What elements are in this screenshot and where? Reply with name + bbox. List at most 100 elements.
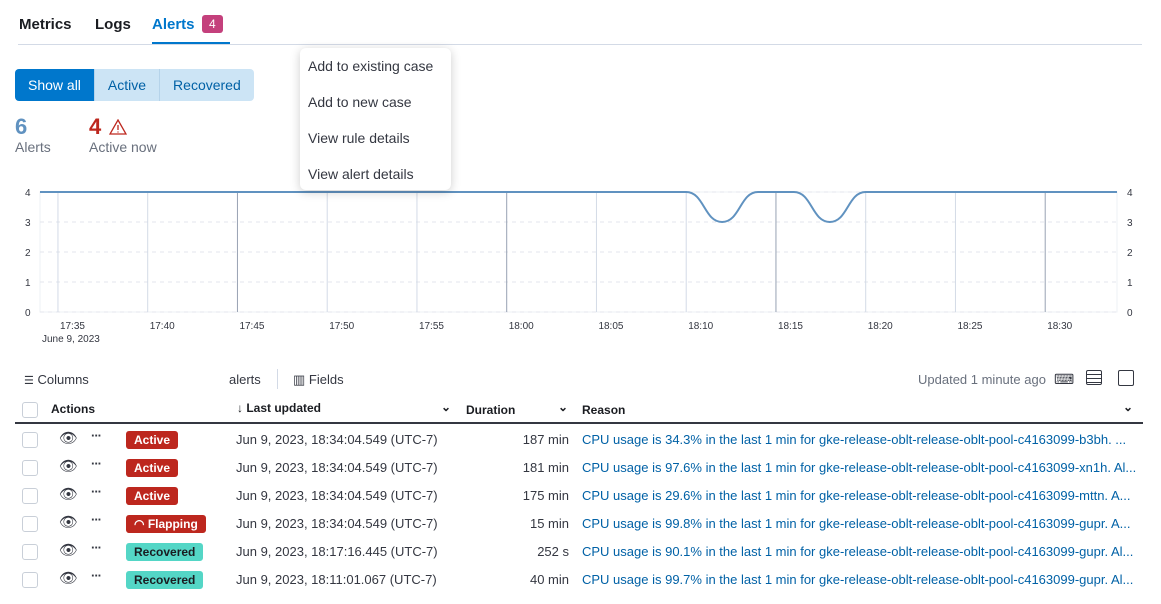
menu-view-alert-details[interactable]: View alert details [308, 166, 414, 182]
selected-alerts-label[interactable]: alerts [229, 372, 261, 387]
more-actions-icon[interactable]: ··· [91, 512, 102, 527]
eye-icon[interactable]: 👁︎ [59, 542, 79, 559]
reason-link[interactable]: CPU usage is 29.6% in the last 1 min for… [582, 488, 1131, 503]
last-updated-cell: Jun 9, 2023, 18:17:16.445 (UTC-7) [236, 544, 438, 559]
table-row: 👁︎ ··· Active Jun 9, 2023, 18:34:04.549 … [15, 454, 1143, 482]
table-row: 👁︎ ··· Recovered Jun 9, 2023, 18:11:01.0… [15, 566, 1143, 594]
duration-cell: 181 min [522, 460, 569, 475]
table-row: 👁︎ ··· ◠ Flapping Jun 9, 2023, 18:34:04.… [15, 510, 1143, 538]
status-badge: Active [126, 431, 179, 449]
reason-link[interactable]: CPU usage is 99.8% in the last 1 min for… [582, 516, 1131, 531]
active-count: 4 [89, 114, 102, 139]
x-tick-label: 18:25 [957, 321, 982, 332]
y-tick-label-right: 1 [1127, 278, 1133, 289]
status-label: Flapping [147, 517, 198, 531]
row-checkbox[interactable] [22, 432, 38, 448]
table-row: 👁︎ ··· Active Jun 9, 2023, 18:34:04.549 … [15, 426, 1143, 454]
x-tick-label: 17:40 [150, 321, 175, 332]
more-actions-icon[interactable]: ··· [91, 540, 102, 555]
show-all-button[interactable]: Show all [15, 69, 94, 101]
fields-label: Fields [308, 372, 344, 387]
reason-link[interactable]: CPU usage is 99.7% in the last 1 min for… [582, 572, 1134, 587]
row-checkbox[interactable] [22, 572, 38, 588]
active-now-label: Active now [89, 139, 157, 155]
more-actions-icon[interactable]: ··· [91, 428, 102, 443]
status-badge: Active [126, 487, 179, 505]
chevron-down-icon[interactable]: ⌄ [558, 400, 569, 414]
active-filter-button[interactable]: Active [93, 69, 160, 101]
duration-cell: 15 min [529, 516, 569, 531]
columns-button[interactable]: ☰ Columns [24, 372, 89, 387]
fields-button[interactable]: ▥ Fields [293, 372, 344, 388]
more-actions-icon[interactable]: ··· [91, 484, 102, 499]
alerts-timeline-chart: 0 0 1 1 2 2 3 3 4 4 17:35 17:40 17:45 17:50 17:55 18:00… [25, 188, 1133, 345]
more-actions-icon[interactable]: ··· [91, 456, 102, 471]
menu-view-rule-details[interactable]: View rule details [308, 130, 410, 146]
eye-icon[interactable]: 👁︎ [59, 486, 79, 503]
alerts-count-badge: 4 [202, 15, 223, 33]
row-checkbox[interactable] [22, 488, 38, 504]
reason-link[interactable]: CPU usage is 34.3% in the last 1 min for… [582, 432, 1127, 447]
y-tick-label-right: 0 [1127, 308, 1133, 319]
x-tick-label: 18:05 [598, 321, 623, 332]
status-filter-group: Show all Active Recovered [15, 69, 254, 101]
chevron-down-icon[interactable]: ⌄ [1123, 400, 1134, 414]
last-updated-cell: Jun 9, 2023, 18:11:01.067 (UTC-7) [236, 572, 437, 587]
eye-icon[interactable]: 👁︎ [59, 514, 79, 531]
last-updated-header[interactable]: ↓ Last updated [237, 401, 321, 415]
row-checkbox[interactable] [22, 460, 38, 476]
y-tick-label-left: 2 [25, 248, 31, 259]
updated-status: Updated 1 minute ago [918, 372, 1046, 387]
status-badge: Active [126, 459, 179, 477]
more-actions-icon[interactable]: ··· [91, 568, 102, 583]
row-checkbox[interactable] [22, 516, 38, 532]
y-tick-label-right: 4 [1127, 188, 1133, 199]
table-header: Actions ↓ Last updated ⌄ Duration ⌄ Reas… [15, 396, 1143, 424]
alert-actions-menu: Add to existing case Add to new case Vie… [300, 48, 451, 190]
tab-alerts[interactable]: Alerts [152, 16, 195, 33]
table-row: 👁︎ ··· Active Jun 9, 2023, 18:34:04.549 … [15, 482, 1143, 510]
status-label: Active [134, 433, 171, 447]
select-all-checkbox[interactable] [22, 402, 38, 418]
reason-link[interactable]: CPU usage is 90.1% in the last 1 min for… [582, 544, 1134, 559]
reason-header[interactable]: Reason [582, 403, 626, 417]
duration-cell: 40 min [529, 572, 569, 587]
sort-desc-icon: ↓ [237, 401, 243, 415]
menu-add-existing-case[interactable]: Add to existing case [308, 58, 434, 74]
status-badge: Recovered [126, 543, 204, 561]
x-tick-label: 17:35 [60, 321, 85, 332]
x-date-label: June 9, 2023 [42, 334, 100, 345]
fullscreen-icon[interactable] [1118, 370, 1134, 386]
duration-header[interactable]: Duration [466, 403, 516, 417]
x-tick-label: 17:45 [239, 321, 264, 332]
y-tick-label-left: 4 [25, 188, 31, 199]
x-tick-label: 18:00 [509, 321, 534, 332]
reason-link[interactable]: CPU usage is 97.6% in the last 1 min for… [582, 460, 1137, 475]
density-icon[interactable] [1086, 370, 1102, 385]
status-label: Recovered [134, 545, 196, 559]
status-label: Active [134, 489, 171, 503]
last-updated-cell: Jun 9, 2023, 18:34:04.549 (UTC-7) [236, 432, 438, 447]
status-badge: ◠ Flapping [126, 515, 206, 533]
y-tick-label-left: 1 [25, 278, 31, 289]
status-label: Recovered [134, 573, 196, 587]
tab-metrics[interactable]: Metrics [19, 16, 72, 33]
row-checkbox[interactable] [22, 544, 38, 560]
x-tick-label: 17:55 [419, 321, 444, 332]
eye-icon[interactable]: 👁︎ [59, 458, 79, 475]
last-updated-cell: Jun 9, 2023, 18:34:04.549 (UTC-7) [236, 516, 438, 531]
list-icon: ☰ [24, 375, 34, 387]
status-badge: Recovered [126, 571, 204, 589]
menu-add-new-case[interactable]: Add to new case [308, 94, 412, 110]
actions-header: Actions [51, 402, 96, 416]
recovered-filter-button[interactable]: Recovered [159, 69, 254, 101]
eye-icon[interactable]: 👁︎ [59, 430, 79, 447]
x-tick-label: 17:50 [329, 321, 354, 332]
keyboard-icon[interactable]: ⌨ [1054, 371, 1075, 387]
y-tick-label-left: 3 [25, 218, 31, 229]
tab-logs[interactable]: Logs [95, 16, 131, 33]
columns-label: Columns [37, 372, 89, 387]
eye-icon[interactable]: 👁︎ [59, 570, 79, 587]
chevron-down-icon[interactable]: ⌄ [441, 400, 452, 414]
last-updated-cell: Jun 9, 2023, 18:34:04.549 (UTC-7) [236, 488, 438, 503]
